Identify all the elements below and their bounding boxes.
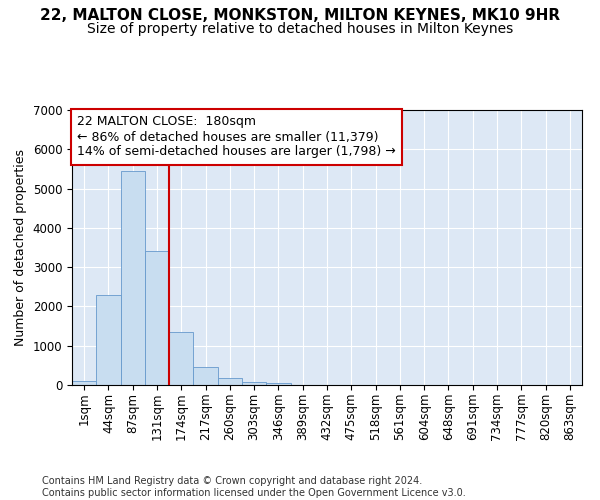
Bar — [169, 332, 193, 385]
Bar — [96, 296, 121, 385]
Bar — [218, 378, 242, 385]
Text: 22, MALTON CLOSE, MONKSTON, MILTON KEYNES, MK10 9HR: 22, MALTON CLOSE, MONKSTON, MILTON KEYNE… — [40, 8, 560, 22]
Y-axis label: Number of detached properties: Number of detached properties — [14, 149, 27, 346]
Bar — [193, 367, 218, 385]
Bar — [266, 383, 290, 385]
Bar — [121, 171, 145, 385]
Text: Size of property relative to detached houses in Milton Keynes: Size of property relative to detached ho… — [87, 22, 513, 36]
Bar — [145, 250, 169, 385]
Bar — [242, 382, 266, 385]
Text: 22 MALTON CLOSE:  180sqm
← 86% of detached houses are smaller (11,379)
14% of se: 22 MALTON CLOSE: 180sqm ← 86% of detache… — [77, 116, 396, 158]
Bar — [72, 381, 96, 385]
Text: Contains HM Land Registry data © Crown copyright and database right 2024.
Contai: Contains HM Land Registry data © Crown c… — [42, 476, 466, 498]
